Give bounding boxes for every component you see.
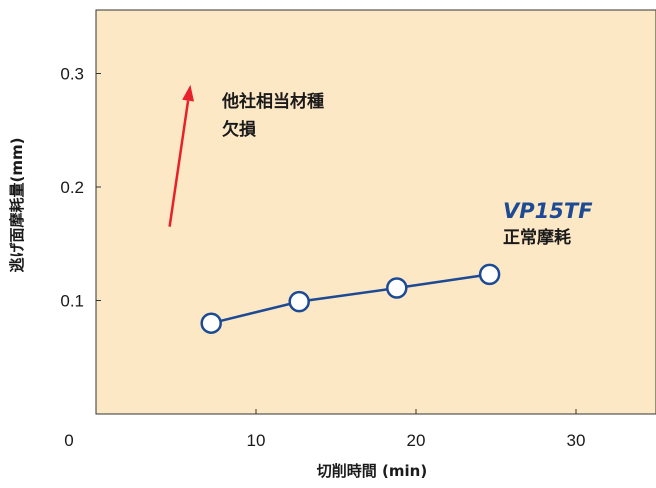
arrow-head xyxy=(182,84,195,102)
y-axis-ticks: 0.1 0.2 0.3 xyxy=(60,65,101,311)
x-tick-label: 0 xyxy=(64,431,73,450)
x-axis-label: 切削時間 (min) xyxy=(317,462,427,480)
x-axis-ticks: 0 10 20 30 xyxy=(64,409,585,450)
x-tick-label: 20 xyxy=(407,431,426,450)
arrow-shaft xyxy=(168,100,190,227)
data-point xyxy=(288,290,310,313)
data-point xyxy=(200,312,222,334)
y-tick-label: 0.2 xyxy=(60,178,84,197)
plot-area xyxy=(95,9,656,415)
failure-arrow xyxy=(168,84,195,227)
x-tick-label: 10 xyxy=(247,431,266,450)
y-axis-label: 逃げ面摩耗量(mm) xyxy=(8,138,26,273)
y-tick-label: 0.1 xyxy=(60,292,84,311)
brand-label: VP15TF xyxy=(503,199,593,223)
x-tick-label: 30 xyxy=(567,431,586,450)
y-tick-label: 0.3 xyxy=(60,65,84,84)
series-line xyxy=(210,273,490,325)
series-vp15tf xyxy=(200,263,501,334)
competitor-label-line1: 他社相当材種 xyxy=(221,91,324,112)
data-point xyxy=(478,263,501,286)
competitor-label-line2: 欠損 xyxy=(222,119,257,140)
brand-note: 正常摩耗 xyxy=(503,227,571,248)
data-point xyxy=(386,277,408,299)
